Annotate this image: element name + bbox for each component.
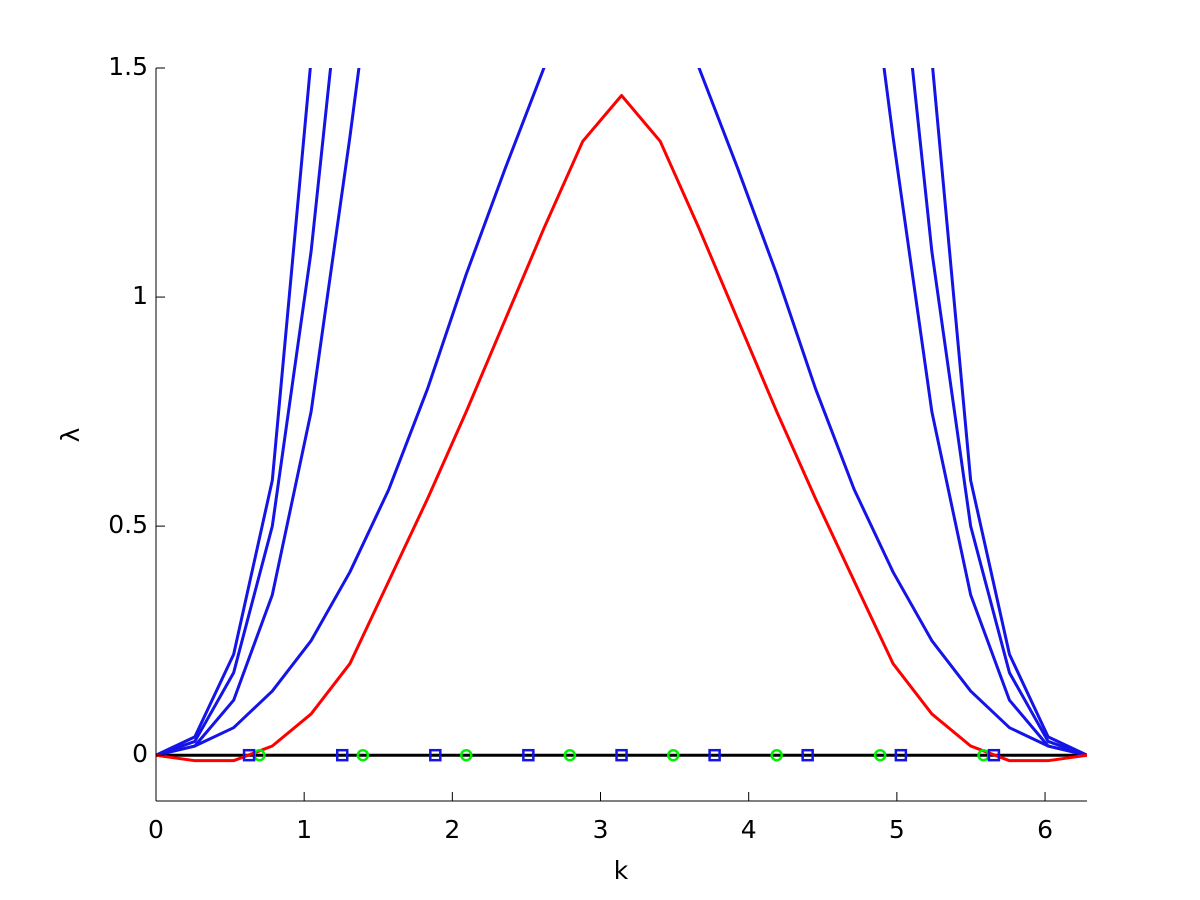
curve xyxy=(156,68,1087,757)
x-tick-label: 5 xyxy=(889,815,905,844)
circle-marker xyxy=(460,748,473,762)
square-marker xyxy=(987,748,1001,762)
x-axis-label: k xyxy=(614,856,629,885)
circle-marker xyxy=(667,748,680,762)
circle-marker xyxy=(356,748,370,762)
square-marker xyxy=(242,748,256,762)
x-tick-label: 6 xyxy=(1037,815,1053,844)
curve xyxy=(156,68,1087,757)
y-tick-label: 1.5 xyxy=(108,52,148,81)
square-marker xyxy=(336,748,349,762)
y-tick-label: 0 xyxy=(132,739,148,768)
square-marker xyxy=(801,748,814,762)
y-tick-label: 0.5 xyxy=(108,510,148,539)
circle-marker xyxy=(563,748,577,762)
x-tick-label: 1 xyxy=(296,815,312,844)
x-tick-label: 0 xyxy=(148,815,164,844)
x-tick-label: 4 xyxy=(741,815,757,844)
square-marker xyxy=(708,748,721,762)
square-marker xyxy=(894,748,908,762)
square-marker xyxy=(429,748,442,762)
curve xyxy=(156,93,1087,763)
square-marker xyxy=(615,748,628,762)
circle-marker xyxy=(770,748,783,762)
circle-marker xyxy=(873,748,887,762)
curve xyxy=(156,68,1087,757)
x-tick-label: 2 xyxy=(444,815,460,844)
y-tick-label: 1 xyxy=(132,281,148,310)
square-marker xyxy=(522,748,535,762)
curve xyxy=(156,68,1087,757)
x-tick-label: 3 xyxy=(593,815,609,844)
plot-area xyxy=(156,68,1087,763)
y-axis-label: λ xyxy=(56,427,85,442)
